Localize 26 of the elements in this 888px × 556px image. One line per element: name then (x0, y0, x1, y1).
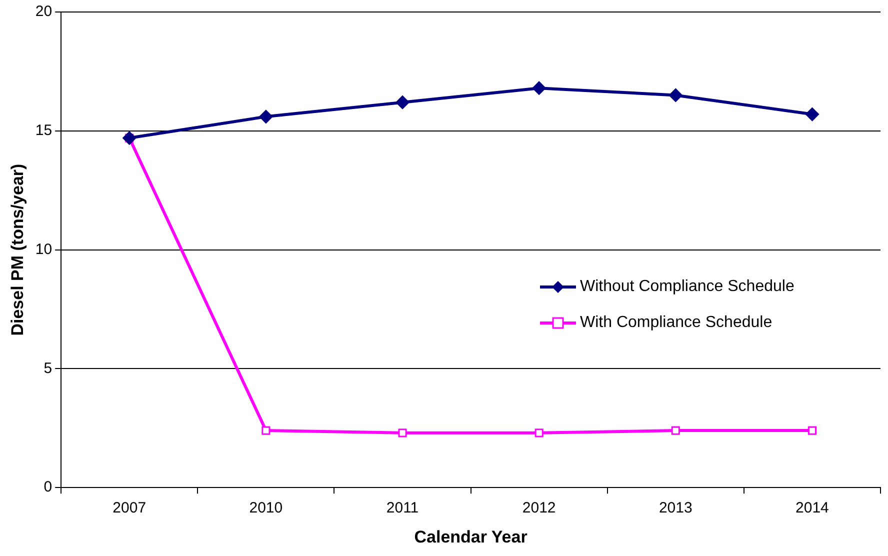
x-axis-title: Calendar Year (414, 527, 528, 546)
y-tick-label: 20 (35, 3, 52, 20)
point (396, 96, 410, 110)
point (805, 108, 819, 122)
point (122, 131, 136, 145)
point (398, 428, 407, 438)
point (534, 428, 544, 438)
legend-label: With Compliance Schedule (580, 314, 772, 332)
x-tick-label: 2010 (249, 500, 283, 517)
x-tick-label: 2011 (386, 500, 419, 517)
point (808, 426, 816, 435)
legend-label: Without Compliance Schedule (580, 278, 794, 296)
x-tick-label: 2012 (522, 500, 556, 517)
x-tick-label: 2014 (796, 500, 829, 517)
x-tick-label: 2007 (112, 500, 146, 517)
x-tick-label: 2013 (658, 500, 692, 517)
point (259, 110, 273, 124)
point (532, 81, 546, 95)
y-tick-label: 10 (35, 240, 52, 258)
y-tick-label: 0 (44, 478, 52, 496)
point (262, 426, 270, 435)
y-axis-title: Diesel PM (tons/year) (8, 164, 27, 336)
y-tick-label: 15 (35, 122, 52, 140)
point (671, 426, 680, 435)
point (668, 88, 682, 102)
y-tick-label: 5 (44, 360, 52, 377)
